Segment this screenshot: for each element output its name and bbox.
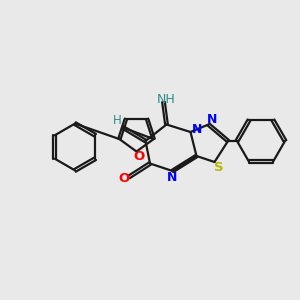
Text: H: H <box>112 113 122 127</box>
Text: N: N <box>207 112 217 126</box>
Text: N: N <box>192 123 202 136</box>
Text: S: S <box>214 161 224 174</box>
Text: O: O <box>118 172 129 185</box>
Text: NH: NH <box>157 92 176 106</box>
Text: N: N <box>167 171 177 184</box>
Text: O: O <box>134 149 145 163</box>
